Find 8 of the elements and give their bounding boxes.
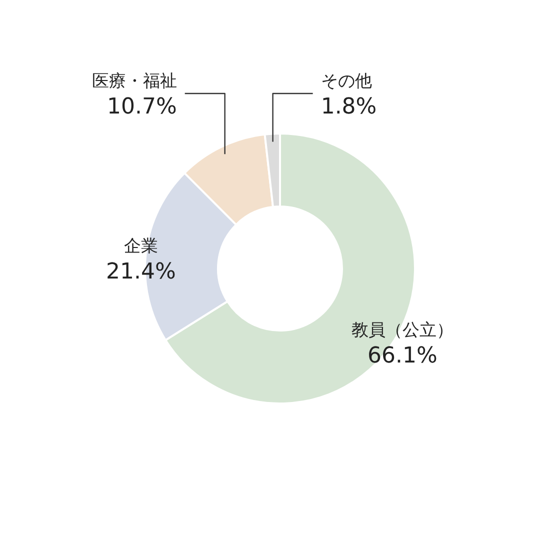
data-label: 10.7% bbox=[106, 94, 177, 120]
data-label: 21.4% bbox=[106, 260, 176, 285]
slice-label: 医療・福祉 bbox=[92, 72, 177, 92]
slice-label: 教員（公立） bbox=[351, 320, 454, 340]
data-label: 66.1% bbox=[368, 343, 438, 368]
slice-label: その他 bbox=[320, 72, 372, 92]
data-label: 1.8% bbox=[320, 94, 377, 120]
slice-label: 企業 bbox=[124, 236, 158, 257]
